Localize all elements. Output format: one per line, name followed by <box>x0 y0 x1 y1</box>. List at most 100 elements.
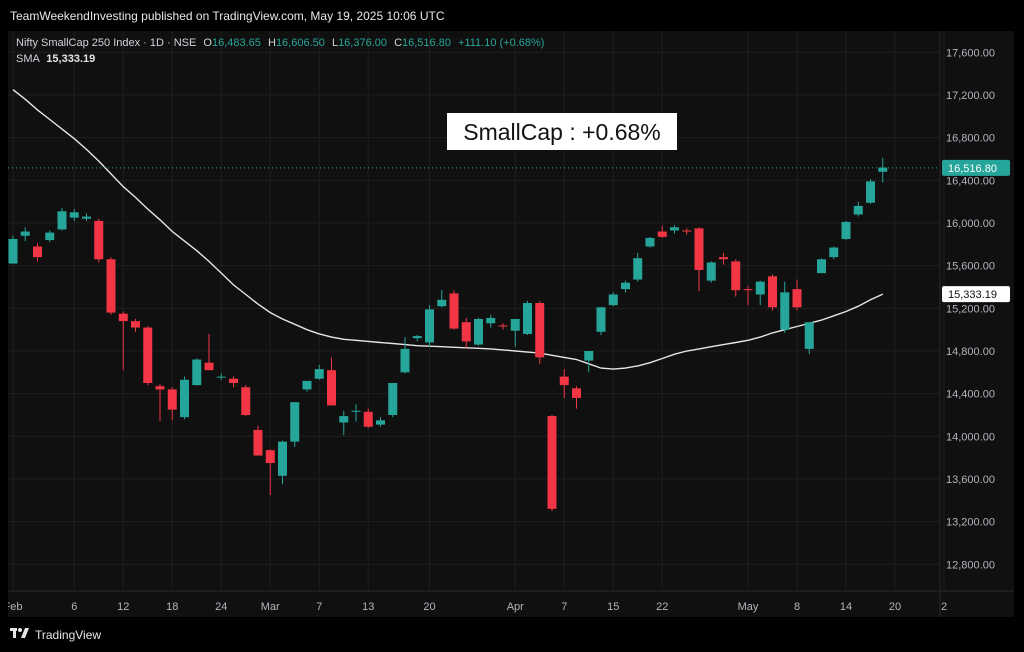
candle-up <box>339 410 349 436</box>
candle-down <box>657 226 667 238</box>
candle-body <box>118 313 128 322</box>
candle-body <box>621 282 630 290</box>
candle-down <box>682 228 692 235</box>
candle-body <box>633 258 643 280</box>
candle-up <box>829 246 839 260</box>
y-tick-label: 16,400.00 <box>946 175 995 187</box>
candle-down <box>743 285 753 306</box>
candle-up <box>351 404 361 422</box>
candle-up <box>780 281 790 333</box>
y-tick-label: 14,400.00 <box>946 389 995 401</box>
candle-up <box>57 208 67 231</box>
candle-body <box>33 246 42 258</box>
candle-down <box>449 290 459 330</box>
candle-body <box>792 289 802 308</box>
x-tick-label: 18 <box>166 601 178 613</box>
candle-body <box>192 359 202 386</box>
x-tick-label: 8 <box>794 601 800 613</box>
y-tick-label: 13,200.00 <box>946 517 995 529</box>
last-price-label: 16,516.80 <box>948 163 997 175</box>
candle-up <box>608 292 618 307</box>
last-price-line: 16,516.80 15,333.19 <box>8 159 1010 303</box>
candle-up <box>412 335 422 342</box>
candle-body <box>572 388 581 398</box>
candle-up <box>400 337 410 374</box>
candle-up <box>82 213 91 221</box>
candle-down <box>229 376 238 388</box>
candle-down <box>731 259 741 297</box>
candle-body <box>167 389 177 410</box>
x-tick-label: Feb <box>8 601 22 613</box>
candle-up <box>180 376 189 420</box>
candle-up <box>437 290 447 308</box>
candle-down <box>694 227 704 292</box>
legend-high-label: H <box>268 37 276 49</box>
candle-body <box>204 362 214 371</box>
candle-up <box>755 280 765 306</box>
candle-up <box>866 179 875 204</box>
legend-line: Nifty SmallCap 250 Index · 1D · NSE O16,… <box>16 37 544 49</box>
grid-lines <box>8 31 945 591</box>
candle-up <box>192 358 202 386</box>
candle-up <box>817 258 826 274</box>
annotation-text: SmallCap : +0.68% <box>463 119 661 145</box>
candle-body <box>131 321 140 328</box>
candle-up <box>302 380 312 392</box>
candle-down <box>559 369 569 398</box>
candle-up <box>69 209 79 221</box>
candle-down <box>94 218 104 263</box>
candle-body <box>94 220 104 260</box>
candle-body <box>265 450 275 463</box>
sma-legend-value: 15,333.19 <box>46 53 95 65</box>
y-tick-label: 16,000.00 <box>946 218 995 230</box>
candle-up <box>8 235 18 264</box>
candle-down <box>792 279 802 311</box>
candle-up <box>633 252 643 282</box>
candle-body <box>584 351 594 361</box>
candle-body <box>363 411 373 427</box>
last-price-badge <box>942 159 1010 176</box>
candle-body <box>682 230 692 232</box>
candle-body <box>510 319 520 331</box>
legend-open-value: 16,483.65 <box>212 37 261 49</box>
chart-panel[interactable]: 16,516.80 15,333.19 12,800.00 13,200.00 13,… <box>8 31 1014 617</box>
candle-down <box>535 300 545 364</box>
sma-layer <box>12 89 884 370</box>
candle-down <box>498 323 508 330</box>
candle-body <box>768 276 777 308</box>
tradingview-logo-icon <box>10 627 30 642</box>
candle-up <box>645 236 655 248</box>
x-tick-label: Apr <box>507 601 524 613</box>
candle-up <box>853 201 863 217</box>
candle-down <box>461 317 471 348</box>
footer: TradingView <box>10 627 101 642</box>
candle-body <box>498 325 508 327</box>
candle-up <box>523 300 532 335</box>
candle-down <box>363 408 373 428</box>
candlestick-chart[interactable]: 16,516.80 15,333.19 12,800.00 13,200.00 13,… <box>8 31 1014 617</box>
candle-up <box>216 373 226 380</box>
candle-body <box>461 322 471 342</box>
candle-down <box>155 384 165 422</box>
candle-body <box>314 369 324 379</box>
y-tick-label: 15,200.00 <box>946 303 995 315</box>
candle-body <box>302 380 312 390</box>
candle-down <box>719 252 728 265</box>
legend-low-label: L <box>332 37 338 49</box>
time-axis[interactable]: Feb 6 12 18 24 Mar 7 13 20 Apr 7 15 22 May 8 14 20 2 <box>8 590 1014 613</box>
candle-body <box>20 231 30 236</box>
candle-body <box>559 376 569 386</box>
legend-change: +111.10 (+0.68%) <box>458 37 544 49</box>
candle-up <box>804 322 814 355</box>
candle-body <box>155 386 165 390</box>
y-tick-label: 14,000.00 <box>946 431 995 443</box>
candle-body <box>278 441 287 476</box>
candle-body <box>351 410 361 412</box>
candle-down <box>204 333 214 371</box>
candle-body <box>216 376 226 378</box>
candle-body <box>719 257 728 260</box>
candle-body <box>339 416 349 423</box>
candle-up <box>388 383 398 418</box>
price-axis[interactable]: 12,800.00 13,200.00 13,600.00 14,000.00 14,4… <box>939 31 995 617</box>
candle-up <box>878 157 888 183</box>
